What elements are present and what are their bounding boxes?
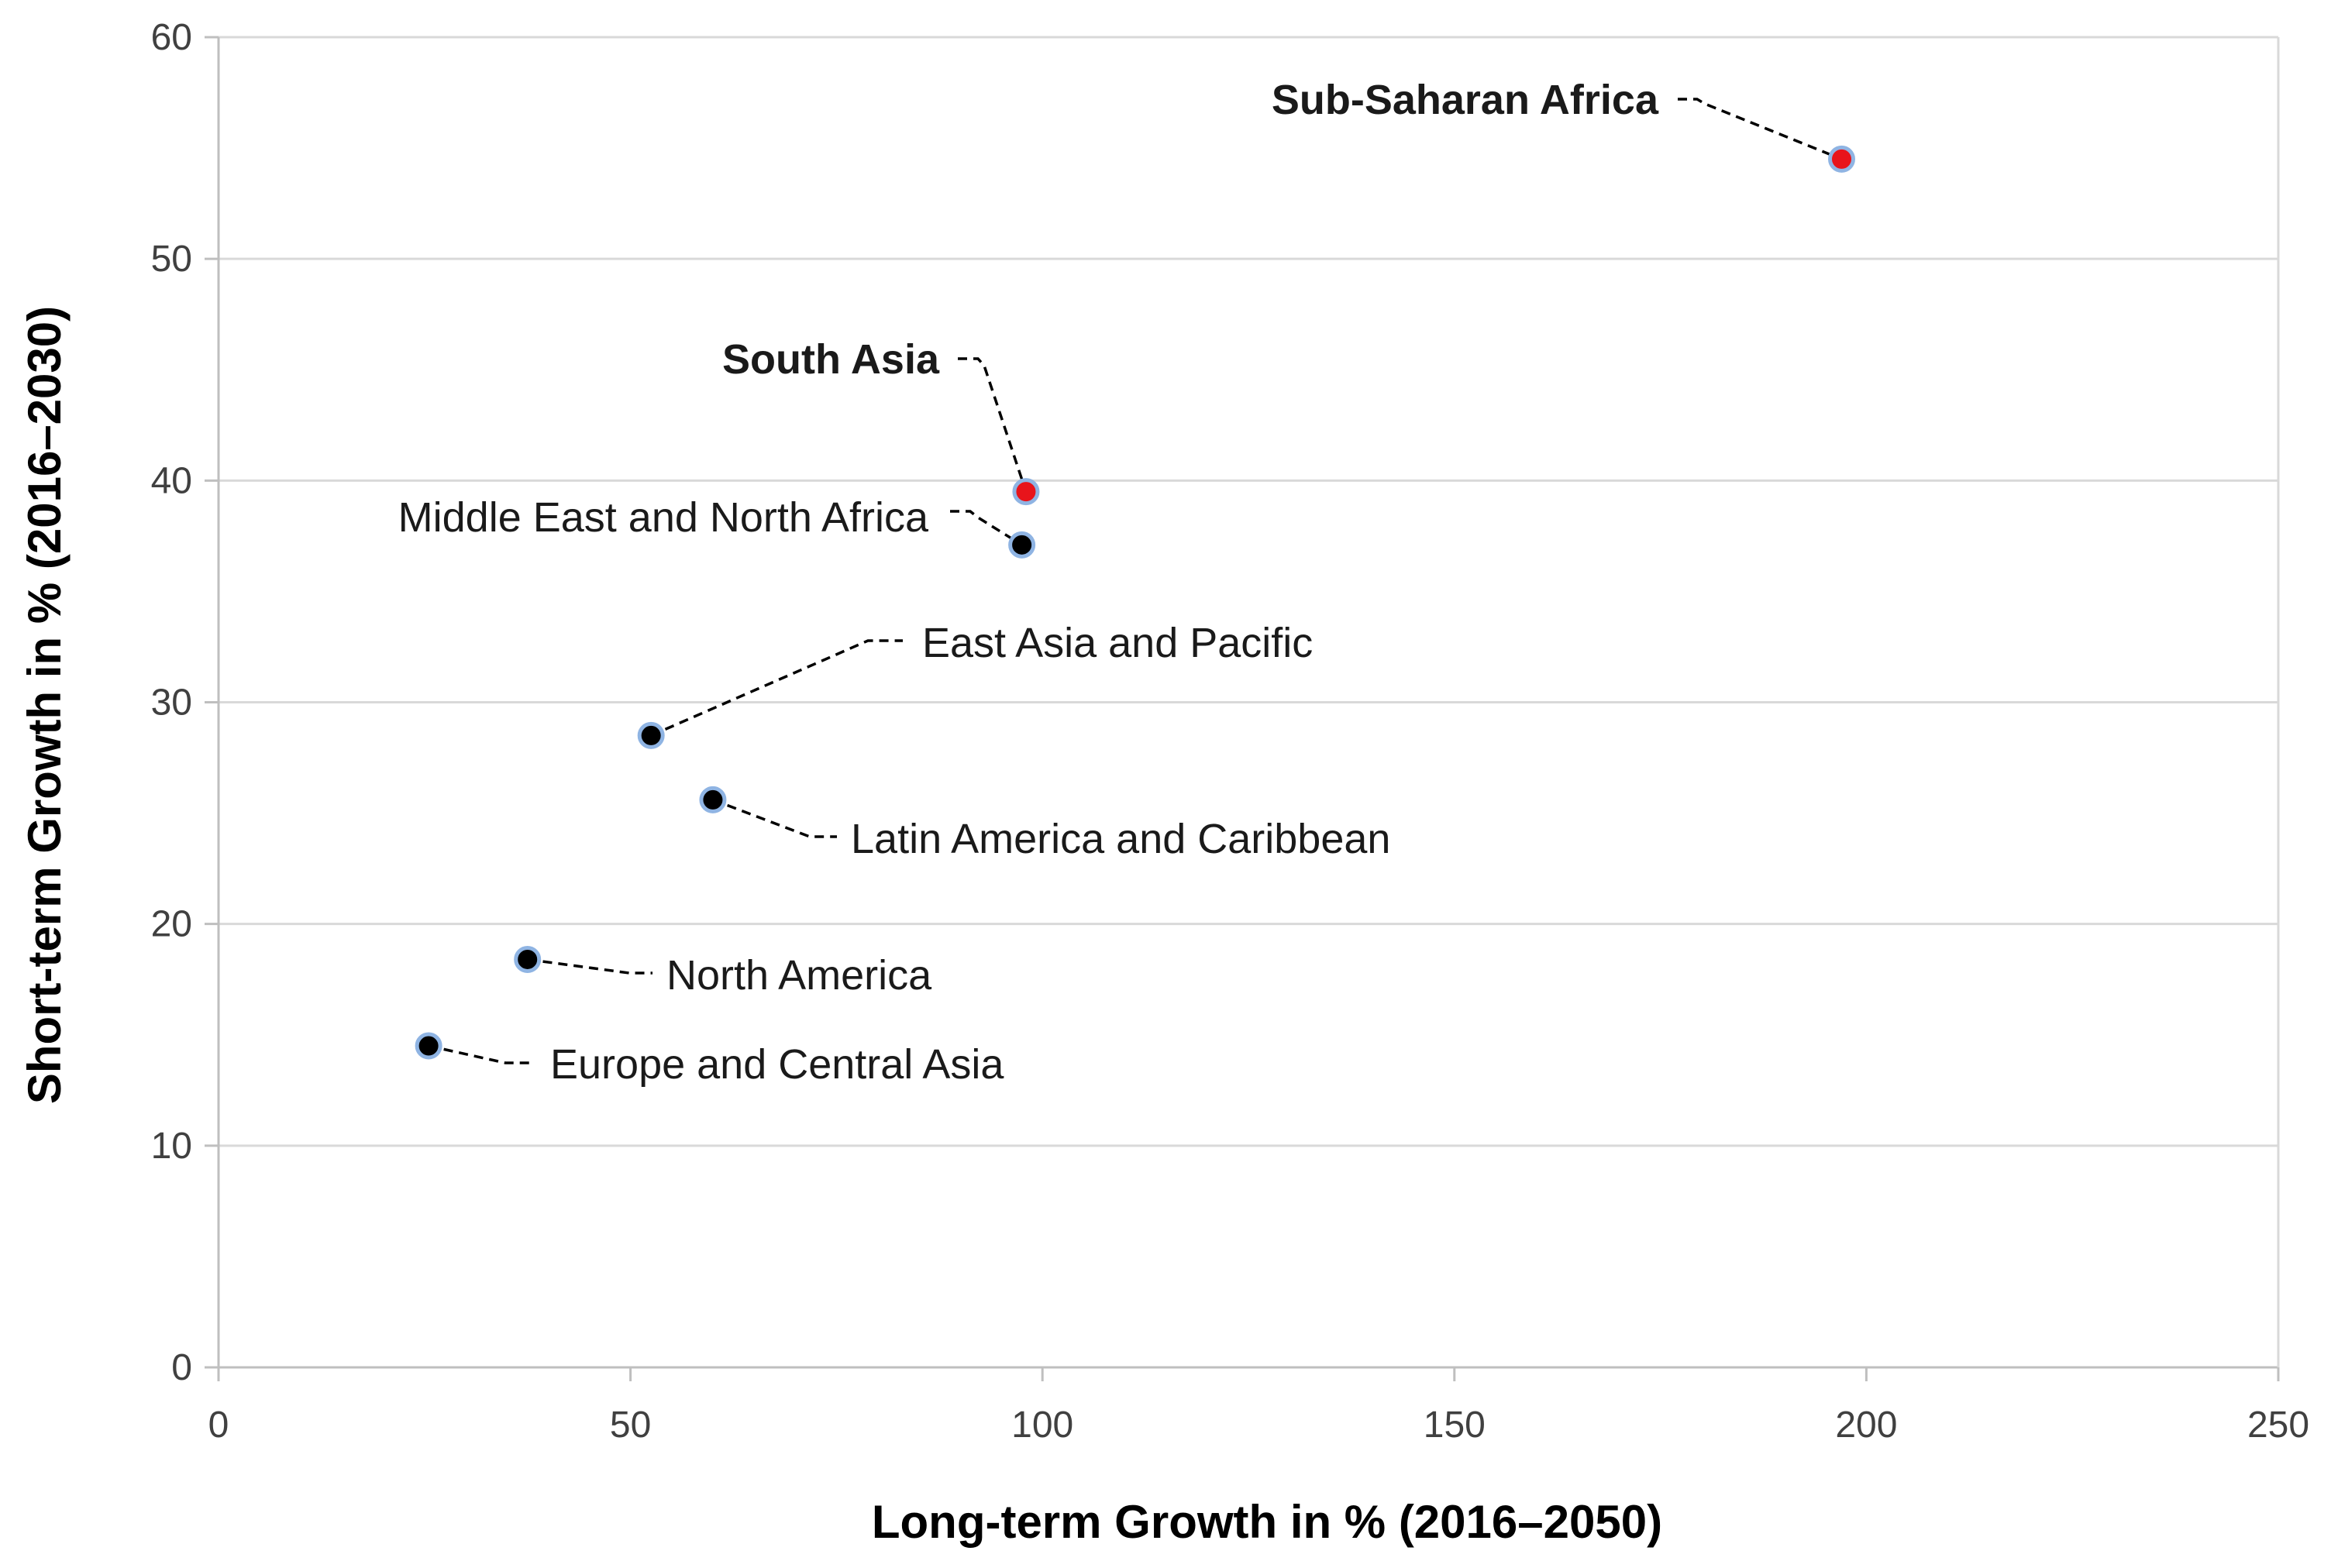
data-point <box>1008 531 1036 559</box>
y-tick-label: 60 <box>151 17 192 58</box>
x-tick-label: 200 <box>1835 1405 1897 1446</box>
x-axis-title: Long-term Growth in % (2016–2050) <box>872 1496 1662 1548</box>
y-tick-label: 50 <box>151 239 192 280</box>
x-tick-label: 100 <box>1011 1405 1073 1446</box>
leader-line <box>428 1044 535 1064</box>
data-point <box>514 945 542 973</box>
point-label: South Asia <box>722 336 940 383</box>
leader-line <box>712 798 837 838</box>
leader-line <box>958 357 1028 493</box>
leader-line <box>650 639 903 738</box>
y-tick-label: 20 <box>151 904 192 945</box>
gridlines <box>219 36 2278 1147</box>
data-point <box>415 1032 442 1060</box>
y-tick-label: 10 <box>151 1126 192 1167</box>
axes: 0 10 20 30 40 50 60 0 50 100 150 200 250 <box>151 17 2309 1446</box>
y-tick-label: 0 <box>171 1347 192 1388</box>
data-point <box>1012 478 1040 506</box>
point-label: North America <box>666 952 932 999</box>
data-point <box>1828 145 1856 173</box>
x-tick-label: 250 <box>2247 1405 2309 1446</box>
leader-lines <box>428 98 1843 1064</box>
point-label: East Asia and Pacific <box>922 620 1313 666</box>
data-point <box>699 786 727 813</box>
y-tick-label: 40 <box>151 460 192 501</box>
data-points <box>415 145 1856 1060</box>
x-tick-label: 0 <box>208 1405 229 1446</box>
point-label: Middle East and North Africa <box>398 494 929 541</box>
y-tick-label: 30 <box>151 683 192 724</box>
leader-line <box>1678 98 1843 161</box>
y-axis-title: Short-term Growth in % (2016–2030) <box>19 306 71 1104</box>
data-point <box>637 721 665 749</box>
leader-line <box>527 958 652 975</box>
x-tick-label: 150 <box>1424 1405 1486 1446</box>
point-labels: Sub-Saharan Africa South Asia Middle East … <box>398 77 1659 1088</box>
point-label: Latin America and Caribbean <box>851 816 1390 862</box>
point-label: Europe and Central Asia <box>550 1041 1004 1088</box>
point-label: Sub-Saharan Africa <box>1272 77 1659 123</box>
x-tick-label: 50 <box>610 1405 651 1446</box>
